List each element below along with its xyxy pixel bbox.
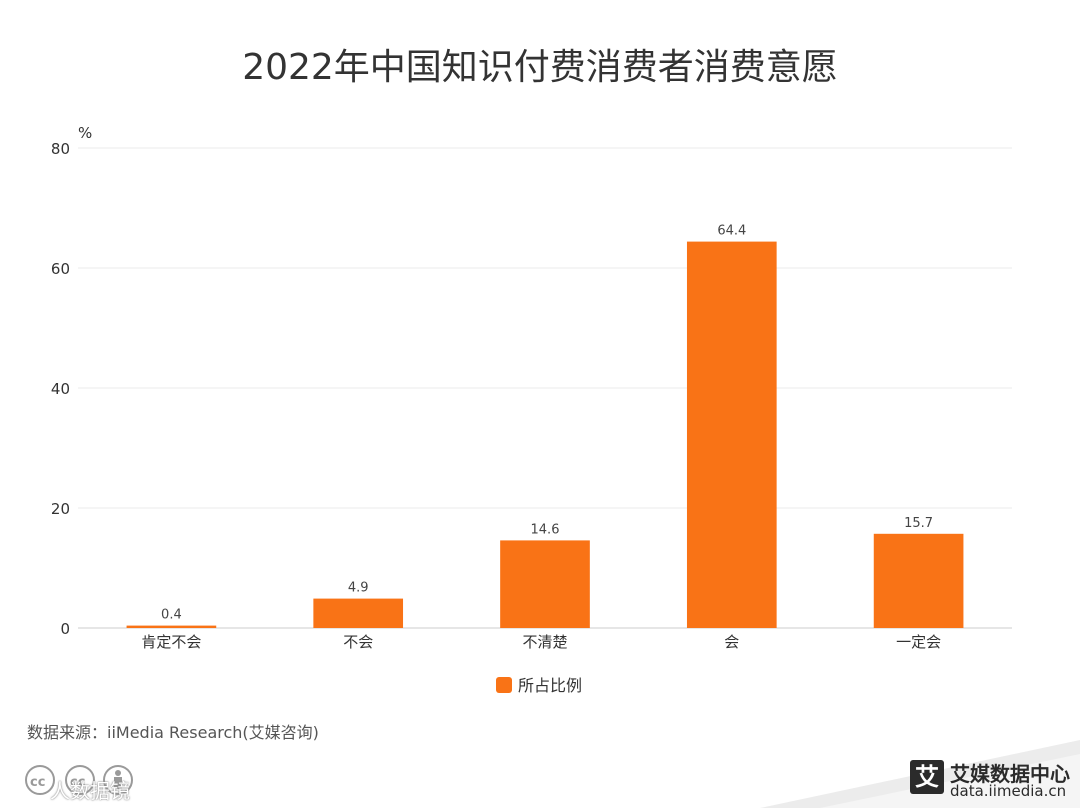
bar-value-label: 14.6: [531, 522, 560, 537]
legend-swatch: [496, 677, 512, 693]
y-tick-label: 80: [51, 140, 70, 158]
y-axis-unit: %: [78, 124, 92, 142]
x-axis-ticks: 肯定不会 不会 不清楚 会 一定会: [141, 633, 941, 651]
bar-value-label: 4.9: [348, 581, 369, 596]
y-tick-label: 0: [60, 620, 70, 638]
svg-text:cc: cc: [70, 775, 85, 790]
x-tick-label: 肯定不会: [141, 633, 201, 651]
y-axis-ticks: 0 20 40 60 80: [51, 140, 70, 638]
cc-license-icons: cc cc: [25, 765, 133, 795]
svg-text:cc: cc: [30, 775, 45, 790]
chart-title: 2022年中国知识付费消费者消费意愿: [242, 47, 838, 88]
legend-label: 所占比例: [518, 676, 582, 695]
y-tick-label: 40: [51, 380, 70, 398]
bar-value-label: 0.4: [161, 608, 182, 623]
bar[interactable]: [873, 533, 964, 628]
bar[interactable]: [126, 625, 217, 628]
bar-value-label: 15.7: [904, 516, 933, 531]
data-source-note: 数据来源：iiMedia Research(艾媒咨询): [27, 723, 319, 742]
y-tick-label: 60: [51, 260, 70, 278]
x-tick-label: 会: [724, 633, 739, 651]
brand-url: data.iimedia.cn: [950, 782, 1067, 800]
bar[interactable]: [686, 241, 777, 628]
legend[interactable]: 所占比例: [496, 676, 582, 695]
brand-logo: 艾: [910, 760, 944, 794]
x-tick-label: 不会: [343, 633, 373, 651]
x-tick-label: 一定会: [896, 633, 941, 651]
bar-chart: % 0 20 40 60 80 0.4 4.9 14.6 64.4 15.7 肯定不会 不会 不清楚…: [51, 124, 1012, 695]
bar[interactable]: [313, 598, 404, 628]
x-tick-label: 不清楚: [522, 633, 567, 651]
bar[interactable]: [500, 540, 590, 628]
bars: 0.4 4.9 14.6 64.4 15.7: [126, 224, 964, 628]
gridlines: [78, 147, 1012, 509]
watermark-text: 人数据镜: [50, 779, 130, 803]
brand-name: 艾媒数据中心: [950, 762, 1070, 786]
y-tick-label: 20: [51, 500, 70, 518]
bar-value-label: 64.4: [717, 224, 746, 239]
